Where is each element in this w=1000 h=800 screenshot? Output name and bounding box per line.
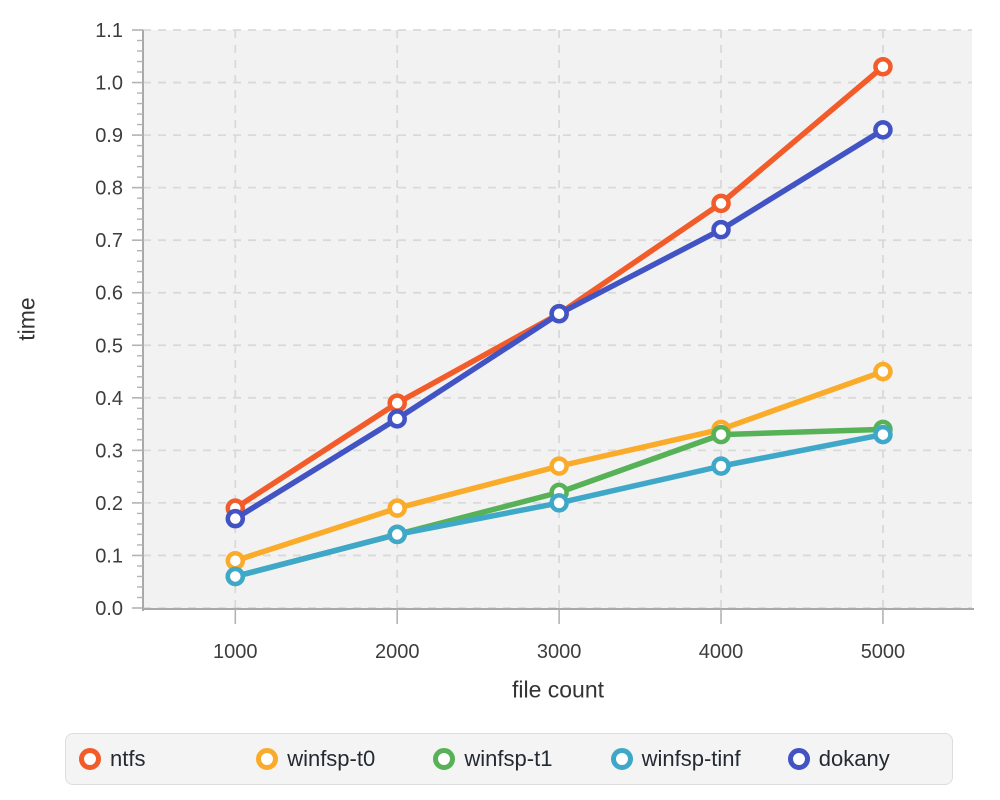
legend-label: ntfs xyxy=(110,746,146,771)
legend-label: winfsp-tinf xyxy=(641,746,741,771)
svg-text:0.0: 0.0 xyxy=(95,598,123,620)
svg-text:0.4: 0.4 xyxy=(95,388,123,410)
svg-text:2000: 2000 xyxy=(375,641,420,663)
y-axis-title: time xyxy=(13,297,40,341)
dokany-marker-icon xyxy=(787,748,810,770)
x-axis-title: file count xyxy=(511,676,605,703)
svg-text:0.5: 0.5 xyxy=(95,335,123,357)
svg-text:1.0: 1.0 xyxy=(95,73,123,95)
legend: ntfs winfsp-t0 winfsp-t1 winfsp-tinf dok… xyxy=(65,733,953,785)
svg-text:0.2: 0.2 xyxy=(95,493,123,515)
svg-text:5000: 5000 xyxy=(861,641,906,663)
svg-text:1.1: 1.1 xyxy=(95,20,123,42)
svg-text:0.1: 0.1 xyxy=(95,545,123,567)
legend-label: dokany xyxy=(818,746,890,771)
legend-item-ntfs: ntfs xyxy=(66,746,243,772)
legend-item-dokany: dokany xyxy=(775,746,952,772)
svg-text:3000: 3000 xyxy=(537,641,582,663)
winfsp-tinf-marker-icon xyxy=(610,748,633,770)
svg-text:0.8: 0.8 xyxy=(95,178,123,200)
legend-item-winfsp-t0: winfsp-t0 xyxy=(243,746,420,772)
legend-item-winfsp-tinf: winfsp-tinf xyxy=(598,746,775,772)
svg-text:0.6: 0.6 xyxy=(95,283,123,305)
ntfs-marker-icon xyxy=(79,748,101,770)
svg-text:0.3: 0.3 xyxy=(95,440,123,462)
svg-text:0.7: 0.7 xyxy=(95,230,123,252)
line-chart: 0.0 0.1 0.2 0.3 0.4 0.5 0.6 0.7 0.8 0.9 1.0 1.1 1000… xyxy=(95,20,974,663)
legend-item-winfsp-t1: winfsp-t1 xyxy=(420,746,597,772)
svg-text:4000: 4000 xyxy=(699,641,744,663)
legend-label: winfsp-t0 xyxy=(287,746,376,771)
winfsp-t1-marker-icon xyxy=(433,748,456,770)
winfsp-t0-marker-icon xyxy=(256,748,279,770)
svg-text:0.9: 0.9 xyxy=(95,125,123,147)
svg-text:1000: 1000 xyxy=(213,641,258,663)
legend-label: winfsp-t1 xyxy=(464,746,553,771)
